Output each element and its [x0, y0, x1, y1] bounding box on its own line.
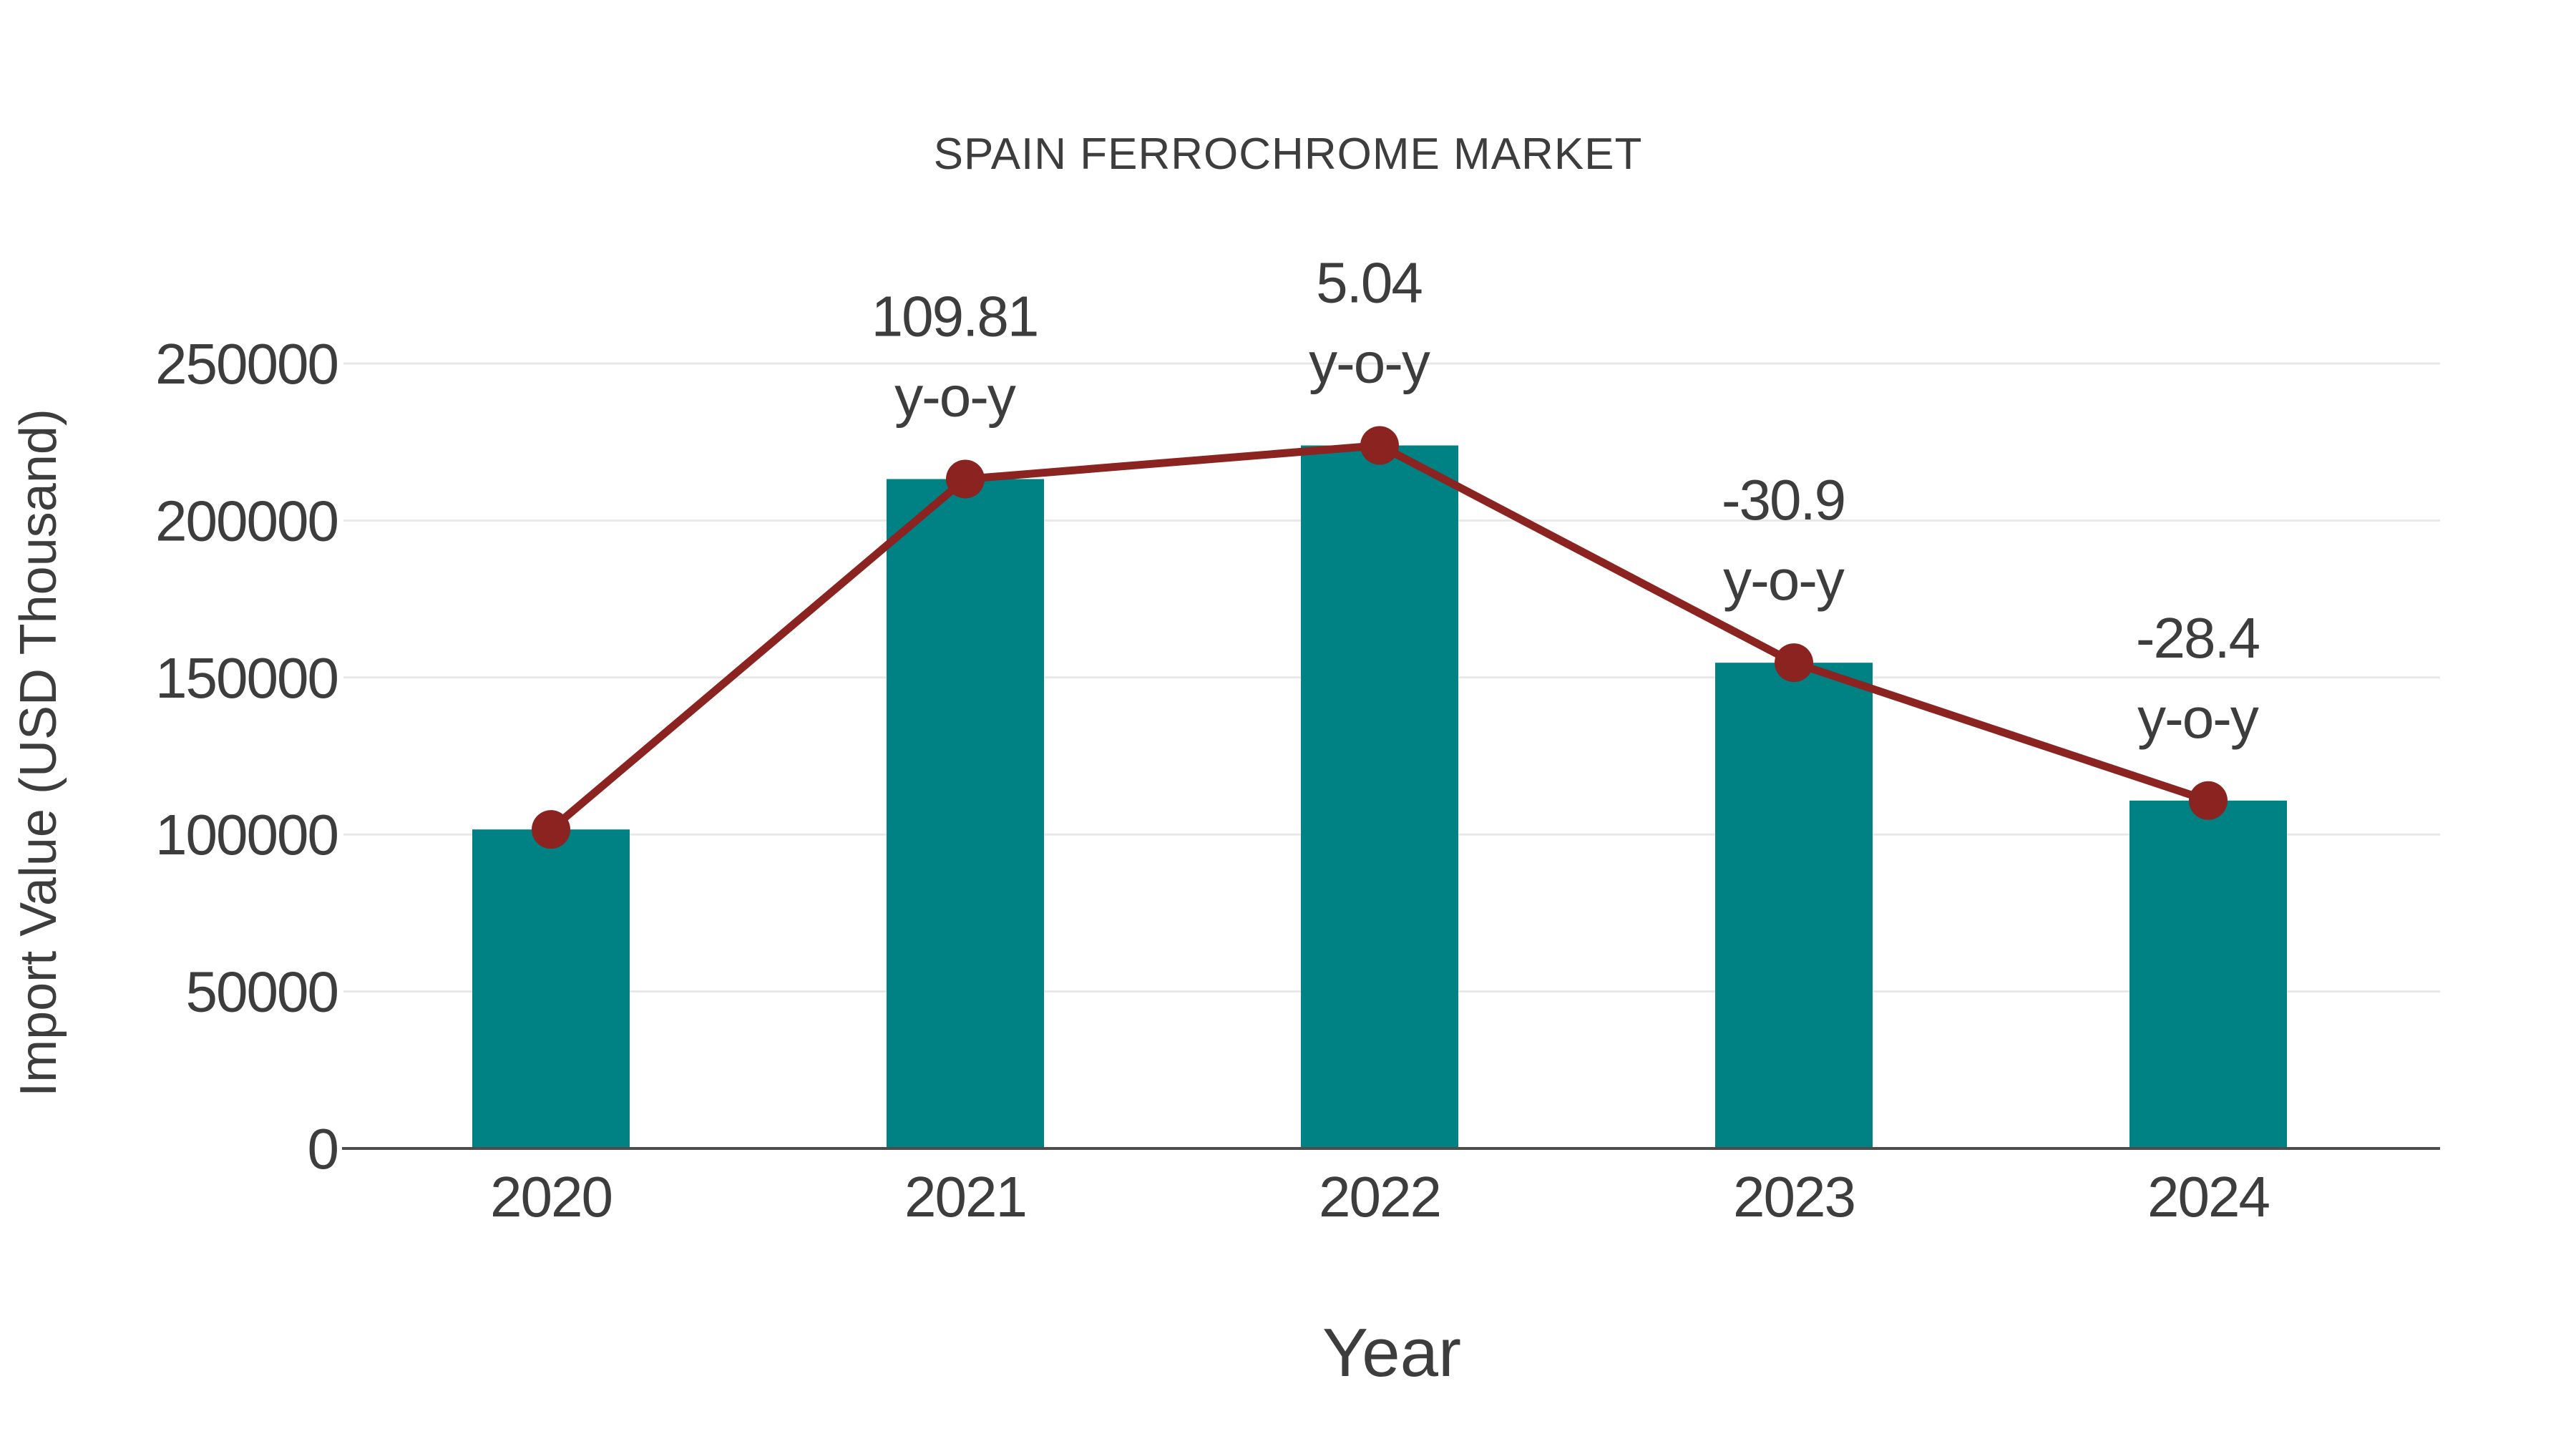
y-tick-label: 250000 [155, 332, 338, 396]
annotation-value: 5.04 [1316, 251, 1422, 315]
y-tick-label: 200000 [155, 489, 338, 552]
bar-2021 [887, 479, 1044, 1148]
bar-2022 [1301, 445, 1458, 1148]
x-tick-label: 2020 [490, 1165, 612, 1229]
trend-point-2021 [946, 459, 985, 499]
annotation-value: 109.81 [872, 284, 1038, 348]
annotation-unit: y-o-y [1723, 548, 1845, 612]
y-tick-label: 100000 [155, 803, 338, 867]
chart-title: SPAIN FERROCHROME MARKET [934, 130, 1643, 179]
x-tick-label: 2023 [1733, 1165, 1855, 1229]
annotation-value: -28.4 [2136, 606, 2260, 670]
y-tick-label: 150000 [155, 646, 338, 710]
trend-point-2020 [532, 810, 570, 849]
y-tick-label: 50000 [186, 960, 338, 1024]
annotation-value: -30.9 [1722, 468, 1845, 532]
y-axis-title: Import Value (USD Thousand) [10, 409, 67, 1097]
x-tick-label: 2022 [1319, 1165, 1440, 1229]
y-tick-label: 0 [308, 1117, 338, 1181]
bar-2020 [472, 829, 630, 1148]
x-axis-title: Year [1322, 1314, 1461, 1391]
x-tick-label: 2024 [2147, 1165, 2269, 1229]
bar-2023 [1715, 663, 1873, 1148]
bar-2024 [2129, 800, 2287, 1148]
trend-point-2022 [1360, 426, 1399, 465]
trend-point-2023 [1775, 643, 1813, 683]
x-tick-label: 2021 [904, 1165, 1026, 1229]
annotation-unit: y-o-y [2137, 686, 2259, 750]
annotation-unit: y-o-y [1309, 331, 1430, 395]
trend-point-2024 [2189, 781, 2228, 820]
annotation-unit: y-o-y [894, 364, 1016, 428]
